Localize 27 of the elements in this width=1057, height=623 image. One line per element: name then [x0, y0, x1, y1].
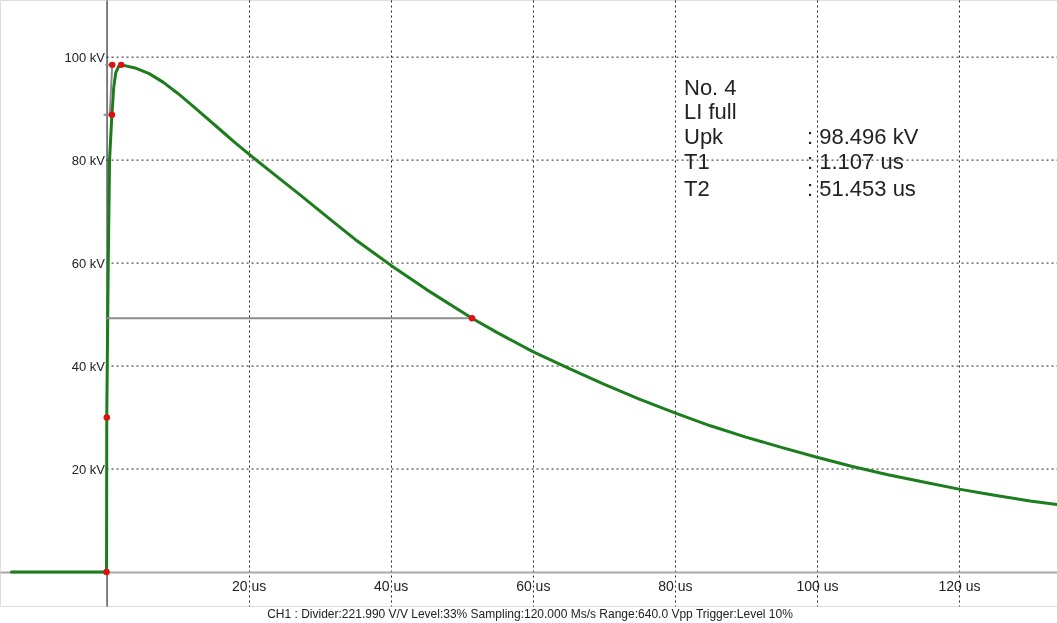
annotation: : 1.107 us	[807, 149, 904, 174]
point	[468, 314, 476, 322]
y-tick-label: 60 kV	[71, 255, 106, 271]
y-tick-label: 20 kV	[71, 461, 106, 477]
line-series	[9, 63, 1057, 574]
annotation: : 51.453 us	[807, 176, 916, 201]
annotation: LI full	[684, 99, 737, 124]
point	[118, 61, 125, 69]
text: CH1 : Divider:221.990 V/V Level:33% Sampling:120.000 Ms/s Range:640.0 Vpp Trigger:Level 10%	[267, 607, 794, 621]
x-tick-label: 40 us	[374, 577, 409, 594]
x-tick-label: 120 us	[938, 577, 981, 594]
x-tick-label: 100 us	[796, 577, 839, 594]
point	[103, 568, 110, 576]
annotation: Upk	[684, 124, 725, 149]
x-tick-label: 20 us	[232, 577, 267, 594]
point	[108, 111, 116, 119]
annotation: T1	[684, 149, 710, 174]
point	[109, 61, 116, 69]
annotation: T2	[684, 176, 710, 201]
annotation: No. 4	[684, 75, 737, 100]
x-tick-label: 60 us	[516, 577, 551, 594]
x-tick-label: 80 us	[658, 577, 693, 594]
y-tick-label: 80 kV	[71, 152, 106, 168]
point	[103, 414, 111, 421]
annotation: : 98.496 kV	[807, 124, 919, 149]
y-tick-label: 40 kV	[71, 358, 106, 374]
y-tick-label: 100 kV	[64, 49, 106, 65]
